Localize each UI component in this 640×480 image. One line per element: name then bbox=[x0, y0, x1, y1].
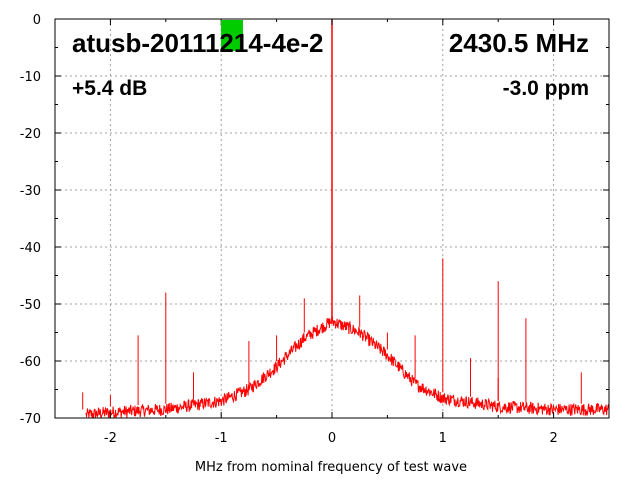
y-tick-label: -50 bbox=[20, 298, 41, 313]
x-tick-label: 1 bbox=[439, 431, 447, 446]
y-tick-label: 0 bbox=[33, 13, 41, 28]
y-tick-label: -70 bbox=[20, 412, 41, 427]
y-tick-label: -20 bbox=[20, 127, 41, 142]
y-tick-label: -40 bbox=[20, 241, 41, 256]
gain-label: +5.4 dB bbox=[72, 77, 147, 100]
y-tick-label: -10 bbox=[20, 70, 41, 85]
device-label: atusb-20111214-4e-2 bbox=[72, 28, 324, 58]
x-tick-label: 0 bbox=[328, 431, 336, 446]
x-tick-label: -2 bbox=[104, 431, 117, 446]
x-tick-label: -1 bbox=[215, 431, 228, 446]
spectrum-trace bbox=[82, 19, 610, 419]
frequency-label: 2430.5 MHz bbox=[449, 28, 589, 58]
x-tick-label: 2 bbox=[549, 431, 557, 446]
noise-floor-line bbox=[85, 315, 610, 419]
offset-label: -3.0 ppm bbox=[503, 77, 589, 100]
axis-ticks: 0-10-20-30-40-50-60-70-2 -1 0 1 2 bbox=[20, 13, 610, 446]
y-tick-label: -30 bbox=[20, 184, 41, 199]
x-axis-title: MHz from nominal frequency of test wave bbox=[195, 460, 467, 475]
marker-indicator bbox=[221, 20, 243, 51]
y-tick-label: -60 bbox=[20, 355, 41, 370]
